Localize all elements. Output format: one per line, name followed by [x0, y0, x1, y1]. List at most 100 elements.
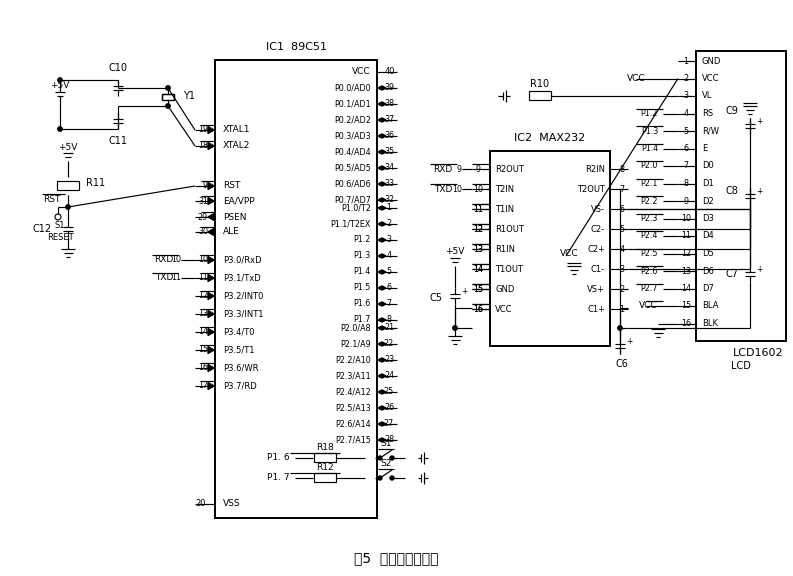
Text: S1: S1	[381, 439, 392, 449]
Text: 31: 31	[198, 196, 208, 206]
Circle shape	[618, 326, 623, 330]
Text: P0.0/AD0: P0.0/AD0	[335, 84, 371, 93]
Text: 13: 13	[473, 244, 483, 253]
Text: E: E	[702, 144, 707, 153]
Text: P3.7/RD: P3.7/RD	[223, 381, 257, 391]
Text: 39: 39	[384, 84, 394, 93]
Text: P1. 6: P1. 6	[267, 453, 290, 463]
Text: C2+: C2+	[587, 244, 605, 253]
Text: +: +	[756, 118, 762, 127]
Text: 34: 34	[384, 164, 394, 172]
Bar	[57, 181, 79, 190]
Text: 1: 1	[619, 305, 625, 313]
Text: TXD: TXD	[434, 184, 452, 194]
Polygon shape	[378, 422, 386, 426]
Circle shape	[66, 205, 71, 209]
Polygon shape	[208, 293, 214, 300]
Text: 4: 4	[386, 252, 392, 260]
Text: GND: GND	[702, 56, 722, 66]
Text: IC2  MAX232: IC2 MAX232	[515, 133, 585, 143]
Text: 37: 37	[384, 116, 394, 124]
Text: BLK: BLK	[702, 319, 718, 328]
Polygon shape	[378, 390, 386, 394]
Text: P0.1/AD1: P0.1/AD1	[335, 100, 371, 108]
Text: 1: 1	[386, 203, 392, 213]
Text: P1.2: P1.2	[354, 236, 371, 244]
Text: R11: R11	[86, 178, 105, 188]
Text: 11: 11	[473, 204, 483, 214]
Text: 4: 4	[619, 244, 625, 253]
Text: 5: 5	[619, 225, 625, 233]
Text: P2.0: P2.0	[641, 161, 658, 170]
Text: C10: C10	[109, 63, 128, 73]
Text: P3.1/TxD: P3.1/TxD	[223, 274, 261, 282]
Text: 2: 2	[386, 219, 392, 229]
Text: BLA: BLA	[702, 301, 718, 310]
Polygon shape	[208, 328, 214, 335]
Text: C6: C6	[615, 359, 628, 369]
Polygon shape	[208, 214, 214, 221]
Polygon shape	[378, 286, 386, 290]
Polygon shape	[208, 198, 214, 204]
Text: R/W: R/W	[702, 127, 719, 135]
Polygon shape	[378, 102, 386, 106]
Text: D7: D7	[702, 284, 714, 293]
Text: Y1: Y1	[183, 91, 195, 101]
Text: 3: 3	[619, 264, 625, 274]
Text: VCC: VCC	[495, 305, 512, 313]
Text: 20: 20	[196, 499, 206, 509]
Text: P1.2: P1.2	[641, 109, 658, 118]
Text: VCC: VCC	[627, 74, 646, 83]
Text: D2: D2	[702, 196, 714, 206]
Text: P1.3: P1.3	[354, 252, 371, 260]
Text: R2OUT: R2OUT	[495, 165, 524, 173]
Text: C11: C11	[109, 136, 128, 146]
Text: 5: 5	[386, 267, 392, 276]
Text: RXD: RXD	[154, 256, 173, 264]
Text: 16: 16	[198, 363, 208, 373]
Text: C7: C7	[725, 269, 738, 279]
Text: 图5  单片机接口电路: 图5 单片机接口电路	[354, 551, 439, 565]
Text: P2.6: P2.6	[641, 267, 658, 275]
Text: 11: 11	[198, 274, 208, 282]
Text: RS: RS	[702, 109, 713, 118]
Text: P1.0/T2: P1.0/T2	[341, 203, 371, 213]
Text: GND: GND	[495, 285, 515, 294]
Text: C2-: C2-	[591, 225, 605, 233]
Text: P0.6/AD6: P0.6/AD6	[335, 180, 371, 188]
Text: P0.7/AD7: P0.7/AD7	[334, 195, 371, 204]
Text: D4: D4	[702, 232, 714, 241]
Text: P1.7: P1.7	[354, 316, 371, 324]
Polygon shape	[378, 358, 386, 362]
Polygon shape	[378, 318, 386, 322]
Text: 29: 29	[197, 213, 208, 222]
Circle shape	[166, 104, 170, 108]
Text: 9: 9	[684, 196, 688, 206]
Text: RST: RST	[43, 195, 60, 203]
Text: P1.1/T2EX: P1.1/T2EX	[331, 219, 371, 229]
Text: 17: 17	[198, 381, 208, 391]
Text: P3.4/T0: P3.4/T0	[223, 328, 255, 336]
Text: 12: 12	[198, 291, 208, 301]
Text: 26: 26	[384, 404, 394, 412]
Text: P1.3: P1.3	[641, 127, 658, 135]
Text: EA/VPP: EA/VPP	[223, 196, 255, 206]
Polygon shape	[208, 127, 214, 134]
Text: P0.3/AD3: P0.3/AD3	[335, 131, 371, 141]
Text: 12: 12	[473, 225, 483, 233]
Text: 16: 16	[473, 305, 483, 313]
Text: 40: 40	[385, 67, 395, 77]
Text: C5: C5	[430, 293, 443, 303]
Circle shape	[58, 127, 62, 131]
Circle shape	[378, 456, 382, 460]
Text: ALE: ALE	[223, 228, 239, 237]
Text: RESET: RESET	[47, 233, 73, 241]
Text: XTAL1: XTAL1	[223, 126, 251, 135]
Text: 24: 24	[384, 372, 394, 381]
Bar	[696, 51, 786, 341]
Polygon shape	[208, 142, 214, 150]
Text: 1: 1	[684, 56, 688, 66]
Polygon shape	[208, 229, 214, 236]
Text: 12: 12	[473, 225, 483, 233]
Text: C12: C12	[33, 224, 52, 234]
